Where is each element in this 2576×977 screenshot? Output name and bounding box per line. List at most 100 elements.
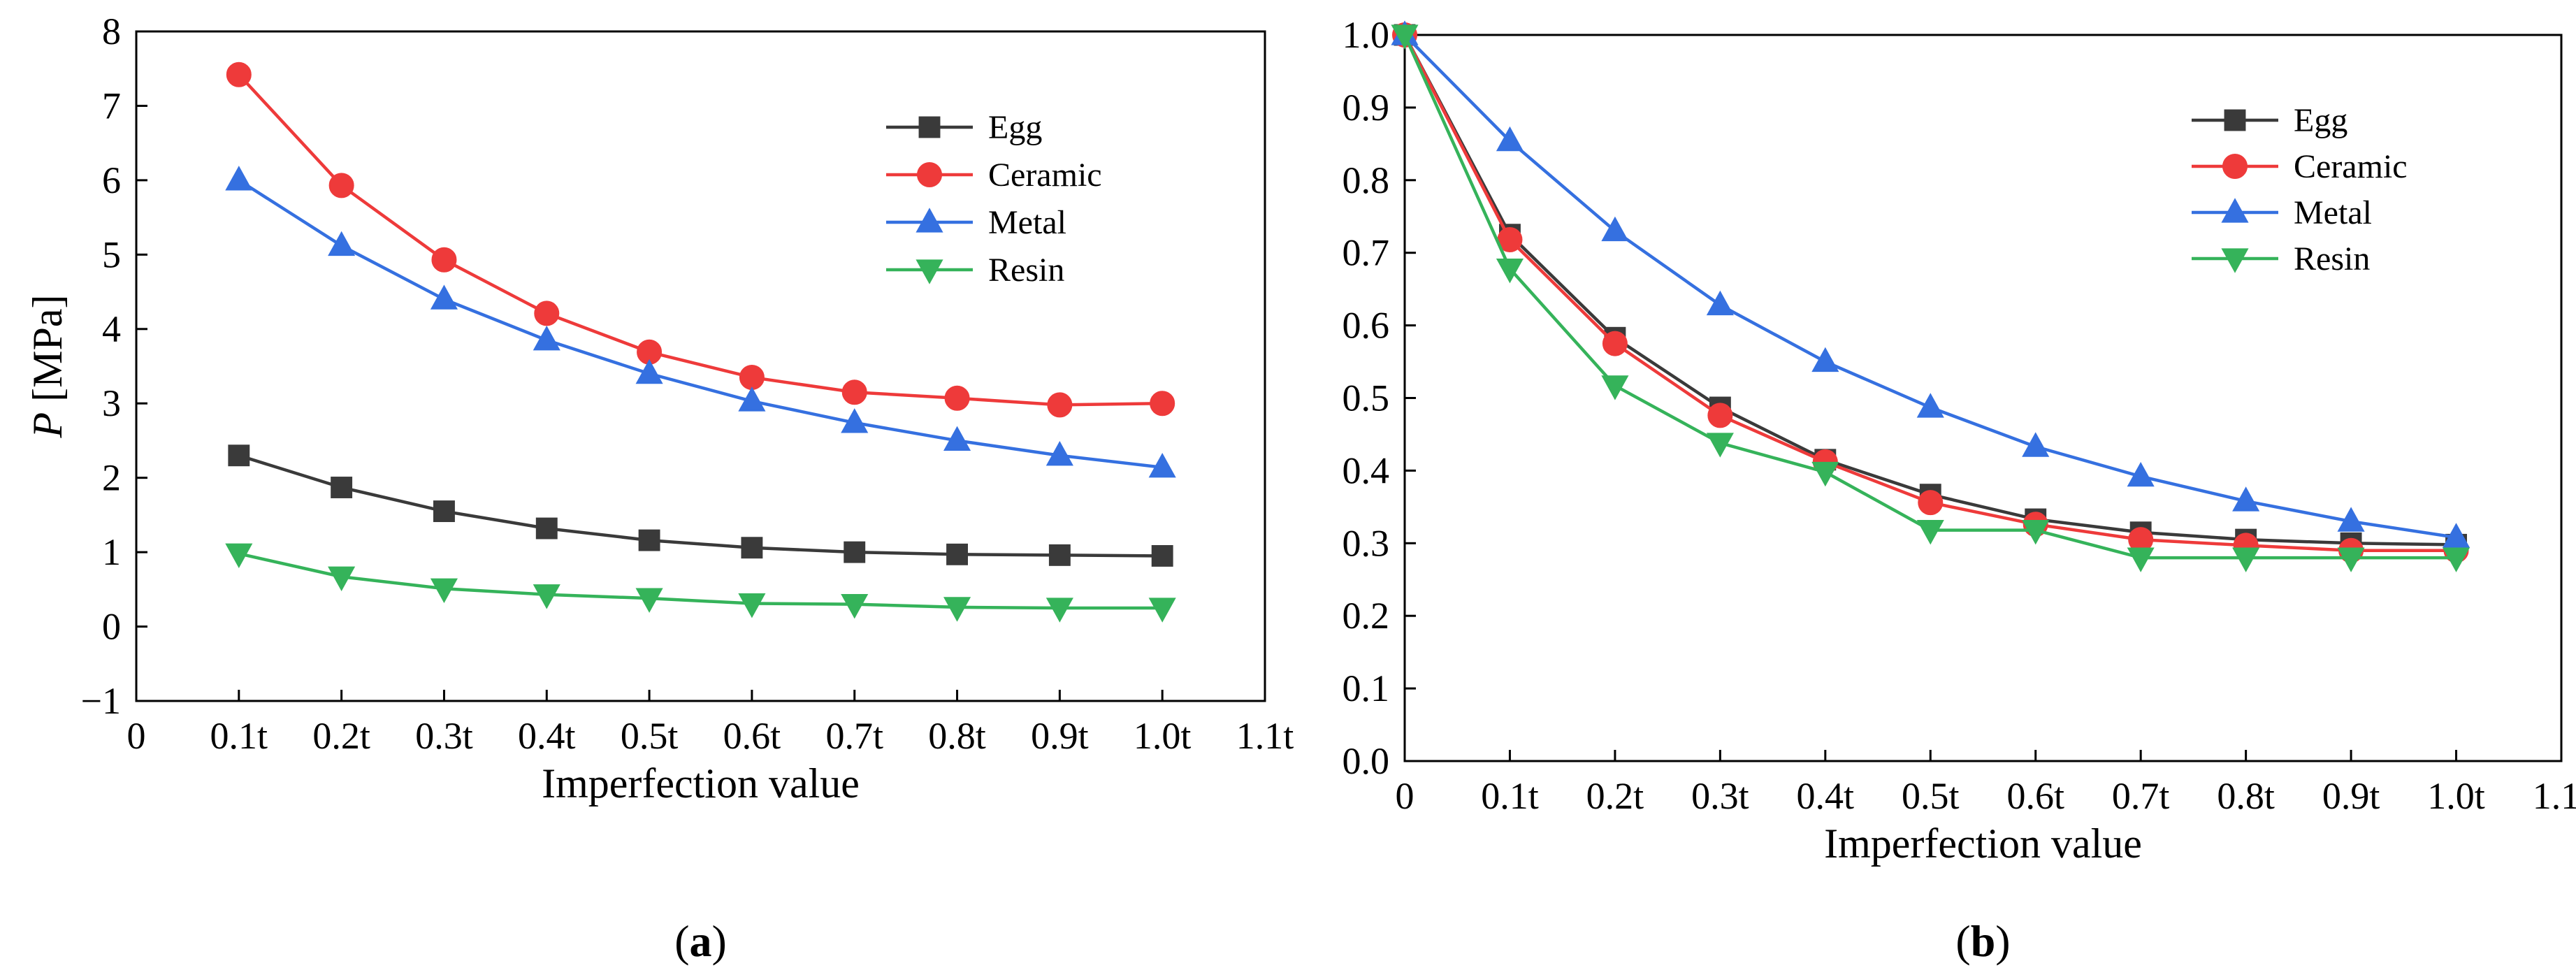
legend-marker-metal [916, 208, 943, 233]
y-tick-label: 0.4 [1343, 449, 1390, 491]
y-tick-label: 0.6 [1343, 305, 1390, 347]
data-point-ceramic [739, 364, 765, 390]
data-point-metal [1601, 216, 1629, 242]
data-point-metal [841, 408, 869, 433]
x-axis-title: Imperfection value [1824, 820, 2142, 867]
x-tick-label: 1.1t [2533, 775, 2576, 817]
data-point-ceramic [534, 301, 560, 326]
x-tick-label: 0 [1396, 775, 1414, 817]
data-point-egg [844, 541, 866, 563]
data-point-metal [533, 325, 560, 351]
data-point-resin [1601, 375, 1629, 400]
y-tick-label: 5 [102, 233, 121, 275]
data-point-resin [1916, 519, 1944, 545]
data-point-resin [2232, 547, 2260, 572]
x-tick-label: 0.5t [1902, 775, 1960, 817]
x-tick-label: 0.3t [415, 715, 473, 757]
x-tick-label: 1.1t [1236, 715, 1294, 757]
x-tick-label: 0.8t [2217, 775, 2275, 817]
data-point-egg [331, 477, 353, 498]
data-point-resin [1811, 461, 1839, 487]
plot-frame [1403, 34, 2563, 762]
legend-marker-egg [918, 116, 941, 138]
data-point-egg [228, 444, 250, 467]
x-tick-label: 0 [127, 715, 146, 757]
x-tick-label: 0.1t [210, 715, 268, 757]
y-axis-title-unit: [MPa] [24, 295, 71, 412]
data-point-resin [1496, 258, 1524, 284]
y-tick-label: 0.5 [1343, 377, 1390, 419]
data-point-metal [1811, 347, 1839, 372]
x-tick-label: 0.2t [1586, 775, 1644, 817]
data-point-metal [1148, 452, 1176, 478]
y-tick-label: 1 [102, 531, 121, 573]
data-point-resin [328, 566, 356, 592]
legend-label-egg: Egg [988, 109, 1042, 146]
x-tick-label: 1.0t [1134, 715, 1192, 757]
data-point-metal [328, 231, 356, 256]
y-axis-title-symbol: P [24, 412, 71, 439]
data-point-resin [841, 594, 869, 619]
data-point-resin [2337, 547, 2365, 572]
data-point-ceramic [1707, 403, 1733, 428]
panel-label-close: ) [712, 916, 727, 966]
x-tick-label: 0.9t [1031, 715, 1089, 757]
y-tick-label: 0 [102, 606, 121, 648]
chart-panel-a: 0 0.1t 0.2t 0.3t 0.4t 0.5t 0.6t 0.7t 0.8t 0.9t 1.0… [24, 10, 1294, 966]
y-tick-label: 0.2 [1343, 595, 1390, 637]
legend-label-metal: Metal [988, 204, 1066, 241]
x-tick-label: 0.1t [1481, 775, 1539, 817]
x-tick-label: 0.4t [518, 715, 576, 757]
legend-marker-metal [2221, 198, 2249, 223]
x-tick-label: 0.6t [723, 715, 781, 757]
data-point-resin [1045, 598, 1073, 623]
data-point-resin [635, 588, 663, 613]
panel-label-letter: a [690, 916, 712, 966]
y-tick-label: 8 [102, 10, 121, 52]
panel-label-open: ( [1955, 916, 1970, 966]
x-tick-label: 0.4t [1797, 775, 1855, 817]
data-point-resin [1706, 433, 1734, 458]
legend-marker-ceramic [917, 162, 942, 187]
panel-label-letter: b [1971, 916, 1996, 966]
data-point-egg [535, 517, 558, 540]
y-tick-label: 7 [102, 85, 121, 126]
data-point-ceramic [944, 385, 970, 411]
data-point-ceramic [1047, 392, 1073, 418]
x-tick-label: 1.0t [2427, 775, 2485, 817]
y-tick-label: 0.1 [1343, 667, 1390, 709]
data-point-metal [635, 359, 663, 384]
chart-panel-b: 0 0.1t 0.2t 0.3t 0.4t 0.5t 0.6t 0.7t 0.8t 0.9t 1.0… [1343, 14, 2576, 966]
y-tick-label: 2 [102, 457, 121, 499]
legend-marker-resin [2221, 248, 2249, 273]
y-tick-label: −1 [81, 680, 121, 722]
data-point-egg [1048, 544, 1071, 566]
data-point-ceramic [1150, 391, 1175, 417]
data-point-egg [638, 529, 660, 551]
legend-label-resin: Resin [2294, 240, 2370, 277]
y-tick-label: 0.3 [1343, 522, 1390, 564]
data-point-ceramic [226, 61, 252, 87]
data-point-metal [1045, 440, 1073, 466]
x-tick-label: 0.9t [2322, 775, 2380, 817]
data-point-resin [225, 543, 253, 569]
data-point-resin [2443, 547, 2470, 572]
data-point-metal [943, 426, 971, 451]
data-point-metal [430, 284, 458, 310]
data-point-resin [1148, 598, 1176, 623]
series-line-resin [238, 552, 1163, 610]
panel-label: (b) [1955, 916, 2010, 966]
data-point-ceramic [431, 247, 457, 273]
y-axis-title: P [MPa] [24, 295, 71, 439]
data-point-resin [533, 584, 560, 609]
data-point-metal [2127, 461, 2155, 487]
y-tick-label: 0.7 [1343, 232, 1390, 274]
legend-label-metal: Metal [2294, 194, 2372, 231]
y-tick-label: 6 [102, 159, 121, 201]
legend-marker-resin [916, 259, 943, 284]
data-point-ceramic [328, 173, 354, 198]
x-tick-label: 0.7t [825, 715, 883, 757]
data-point-egg [946, 543, 968, 565]
y-tick-label: 0.8 [1343, 159, 1390, 201]
data-point-ceramic [1918, 490, 1944, 516]
